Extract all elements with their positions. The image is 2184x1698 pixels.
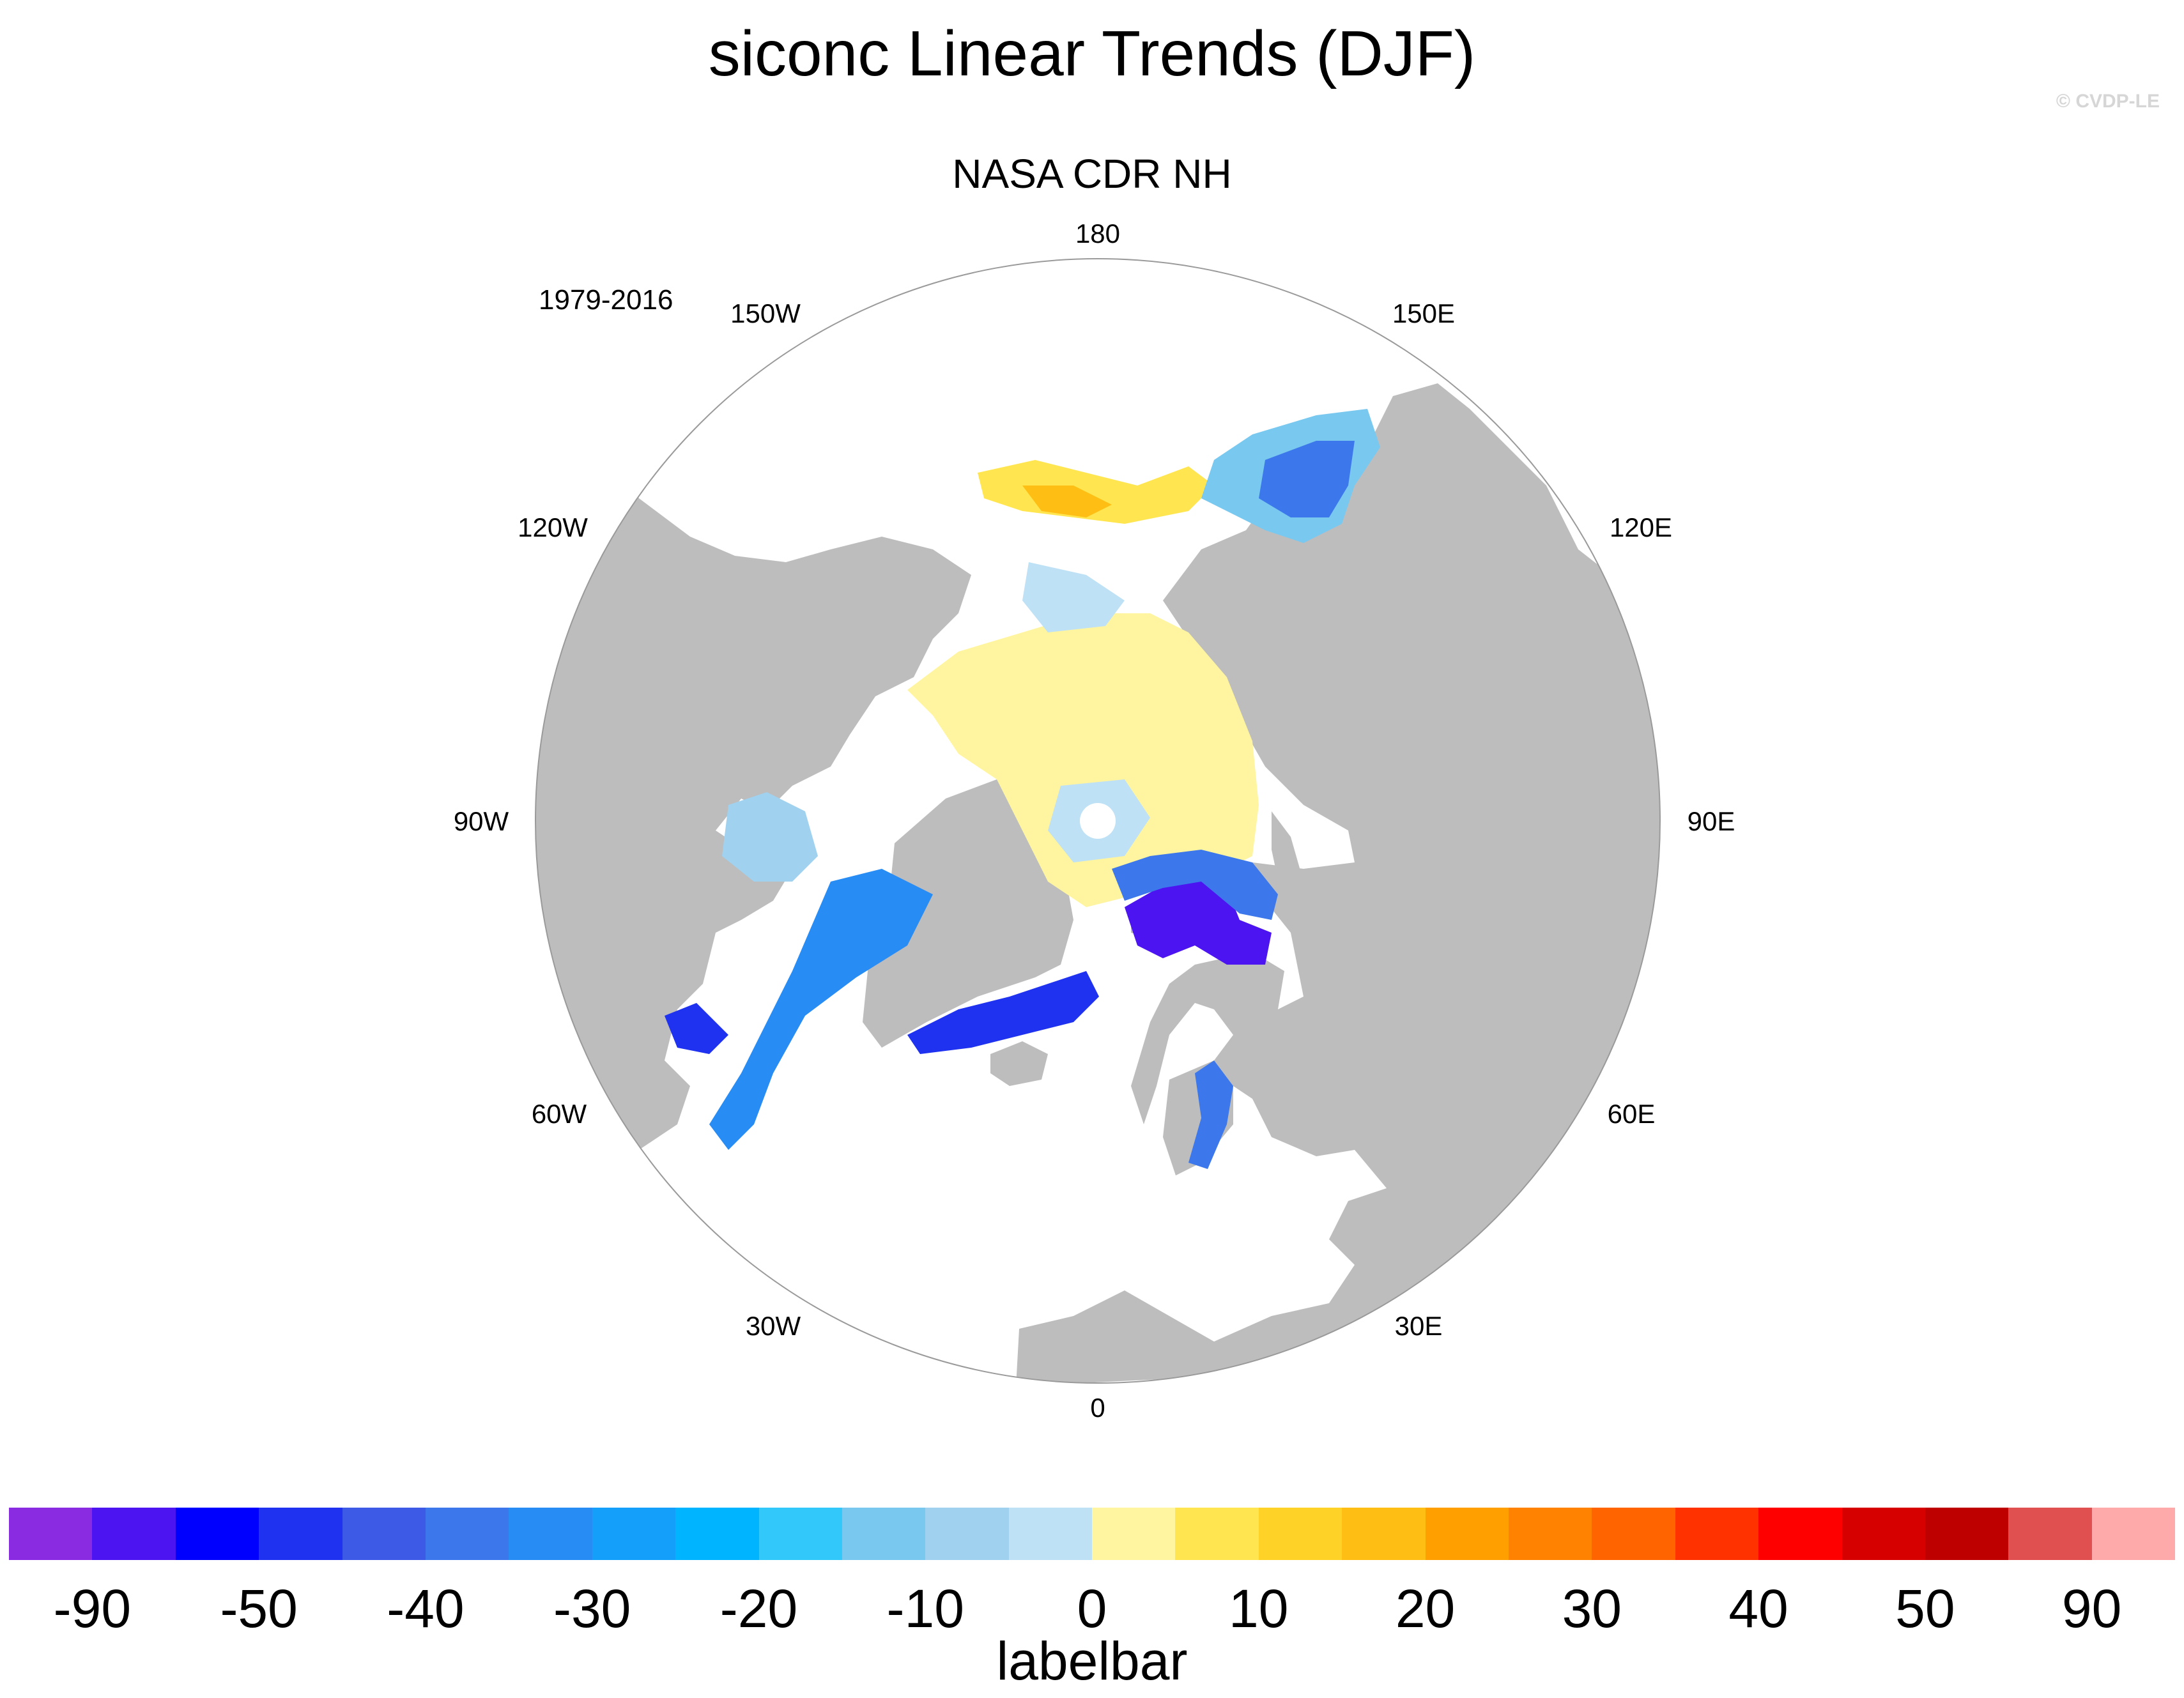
lon-label-120e: 120E	[1610, 512, 1672, 542]
lon-label-90w: 90W	[454, 806, 509, 836]
lon-label-150w: 150W	[730, 298, 801, 328]
colorbar-tick-label: 20	[1395, 1579, 1456, 1639]
colorbar-cell	[1008, 1508, 1093, 1560]
colorbar-cell	[1925, 1508, 2009, 1560]
pole-hole	[1080, 803, 1116, 839]
colorbar-cell	[1842, 1508, 1925, 1560]
colorbar-cell	[509, 1508, 592, 1560]
trend-labrador-sea	[709, 869, 933, 1150]
colorbar-cell	[425, 1508, 509, 1560]
colorbar-cell	[175, 1508, 259, 1560]
trend-barents-sea	[1125, 869, 1272, 965]
colorbar-tick-label: 90	[2061, 1579, 2122, 1639]
colorbar-tick-label: 40	[1728, 1579, 1788, 1639]
colorbar-cell	[9, 1508, 93, 1560]
colorbar-tick-label: -10	[886, 1579, 964, 1639]
lon-label-120w: 120W	[518, 512, 588, 542]
colorbar-tick-label: 0	[1077, 1579, 1107, 1639]
land-greenland	[863, 779, 1073, 1048]
land-novaya-zemlya	[1272, 811, 1303, 914]
lon-label-30w: 30W	[746, 1311, 801, 1341]
lon-label-60w: 60W	[532, 1099, 587, 1129]
land-eurasia	[1016, 383, 1660, 1383]
chart-title: siconc Linear Trends (DJF)	[708, 18, 1476, 89]
colorbar-cell	[925, 1508, 1009, 1560]
colorbar-cell	[1092, 1508, 1176, 1560]
colorbar-cell	[1175, 1508, 1259, 1560]
colorbar	[9, 1508, 2176, 1560]
trend-east-siberian-core	[1022, 486, 1112, 517]
colorbar-cell	[1342, 1508, 1426, 1560]
colorbar-cell	[592, 1508, 676, 1560]
watermark: © CVDP-LE	[2056, 91, 2160, 112]
colorbar-cell	[1258, 1508, 1342, 1560]
lon-label-30e: 30E	[1395, 1311, 1443, 1341]
colorbar-tick-label: 50	[1895, 1579, 1955, 1639]
colorbar-cell	[758, 1508, 842, 1560]
polar-map: 180 150E 120E 90E 60E 30E 0 30W 60W 90W …	[454, 218, 1735, 1423]
colorbar-cell	[842, 1508, 926, 1560]
map-outline	[535, 258, 1661, 1384]
trend-hudson-bay	[722, 792, 818, 882]
trend-chukchi-light	[1022, 562, 1125, 632]
lon-label-150e: 150E	[1392, 298, 1455, 328]
period-label: 1979-2016	[539, 284, 673, 316]
colorbar-ticks: -90 -50 -40 -30 -20 -10 0 10 20 30 40 50 90	[9, 1578, 2175, 1639]
colorbar-cell	[92, 1508, 176, 1560]
colorbar-tick-label: 30	[1562, 1579, 1622, 1639]
trend-baltic-sea	[1188, 1060, 1233, 1169]
trend-barents-sea-edge	[1112, 850, 1278, 920]
colorbar-tick-label: -30	[553, 1579, 631, 1639]
colorbar-cell	[1592, 1508, 1675, 1560]
colorbar-tick-label: -90	[53, 1579, 132, 1639]
colorbar-cell	[2008, 1508, 2092, 1560]
land-north-america	[535, 259, 971, 1150]
trend-east-siberian	[978, 460, 1214, 524]
colorbar-tick-label: -50	[220, 1579, 298, 1639]
colorbar-cell	[1509, 1508, 1592, 1560]
colorbar-cell	[1675, 1508, 1759, 1560]
trend-okhotsk-core	[1259, 441, 1355, 517]
lon-label-90e: 90E	[1688, 806, 1735, 836]
colorbar-tick-label: -20	[719, 1579, 798, 1639]
colorbar-cell	[1758, 1508, 1842, 1560]
colorbar-cell	[1425, 1508, 1509, 1560]
trend-gulf-st-lawrence	[665, 1003, 728, 1054]
colorbar-tick-label: -40	[387, 1579, 465, 1639]
trend-greenland-sea	[907, 971, 1099, 1054]
colorbar-cell	[675, 1508, 759, 1560]
colorbar-cell	[342, 1508, 426, 1560]
lon-label-60e: 60E	[1608, 1099, 1656, 1129]
land-iceland	[990, 1041, 1048, 1086]
lon-label-0: 0	[1090, 1393, 1105, 1423]
map-subtitle: NASA CDR NH	[952, 151, 1232, 197]
colorbar-cell	[259, 1508, 342, 1560]
colorbar-title: labelbar	[996, 1631, 1188, 1691]
lon-label-180: 180	[1075, 218, 1120, 249]
colorbar-tick-label: 10	[1229, 1579, 1289, 1639]
colorbar-cell	[2091, 1508, 2176, 1560]
trend-central-arctic	[907, 613, 1259, 907]
